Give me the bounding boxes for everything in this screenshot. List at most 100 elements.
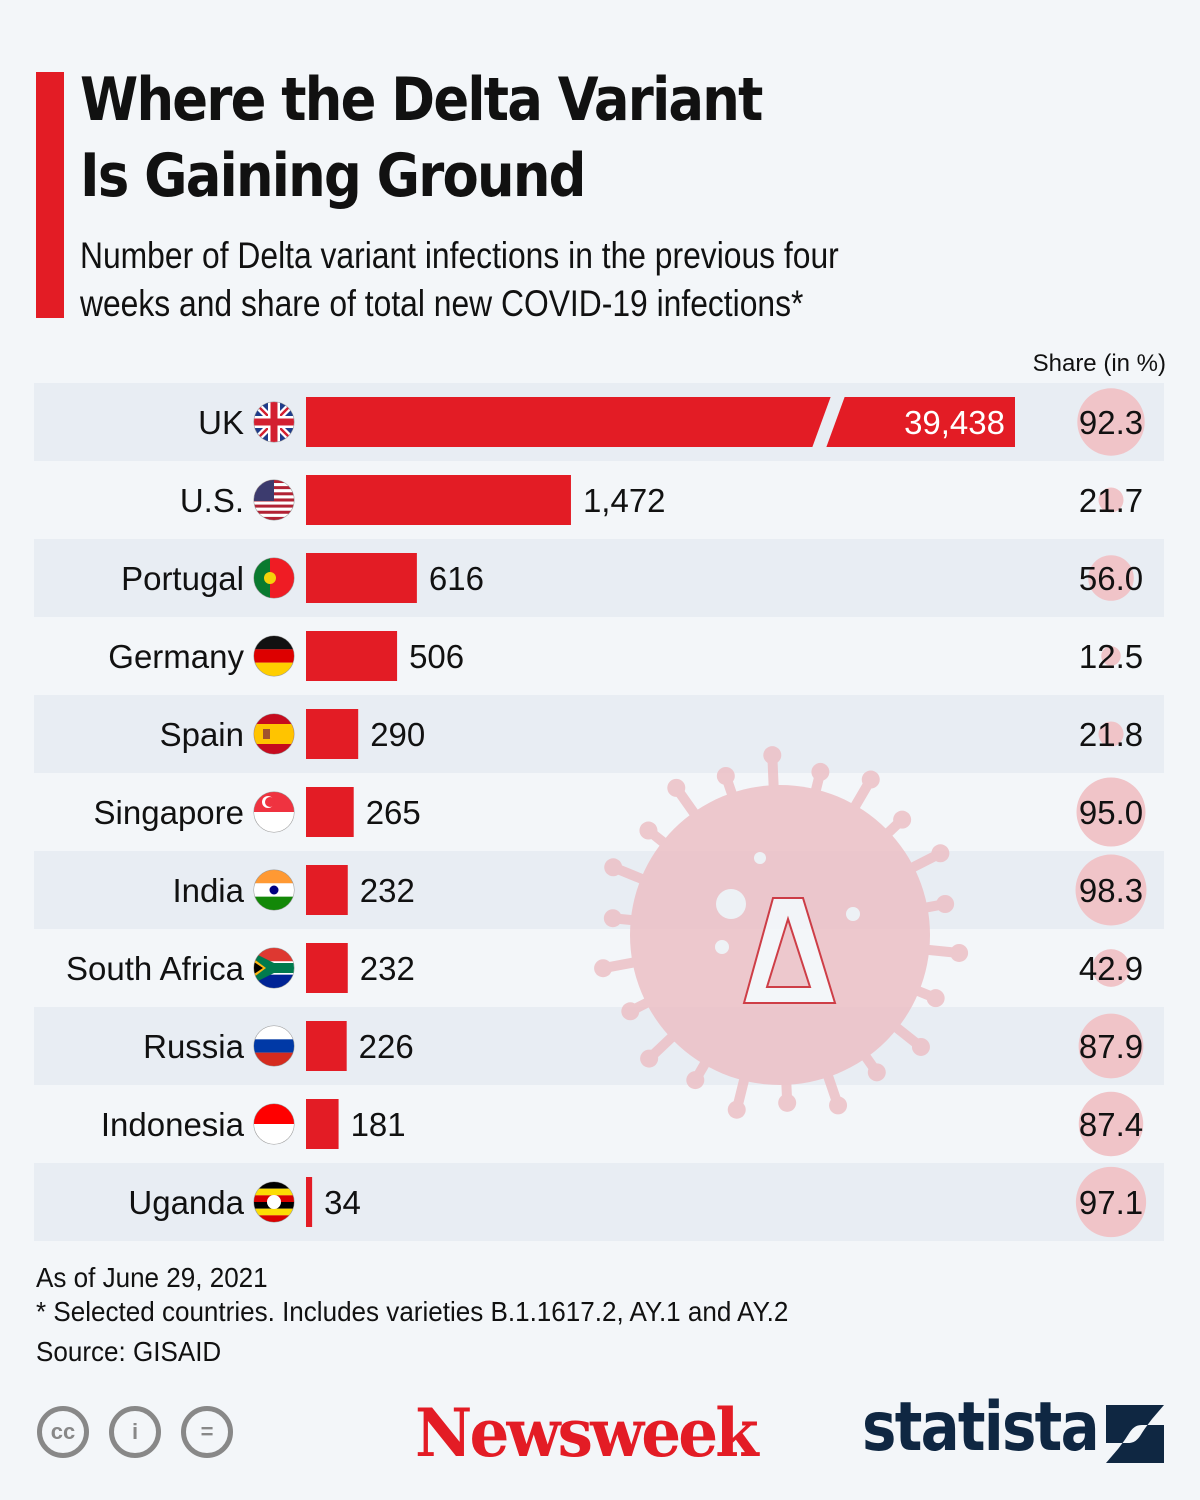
virus-spike-tip [594, 959, 613, 978]
virus-spike-tip [604, 858, 623, 877]
row-background [34, 851, 1164, 929]
cc-by-icon[interactable]: i [109, 1406, 161, 1458]
virus-spike-tip [667, 778, 686, 797]
share-bubble [1075, 854, 1147, 926]
category-label: UK [198, 404, 244, 441]
spain-flag-icon [253, 713, 295, 755]
flag-stripe [254, 1026, 294, 1040]
bar [306, 631, 398, 681]
flag-stripe [254, 1052, 294, 1066]
chart-row: Indonesia 181 87.4 [101, 1091, 1144, 1157]
germany-flag-icon [253, 635, 295, 677]
virus-spike-tip [639, 821, 658, 840]
share-label: 98.3 [1079, 872, 1143, 909]
chart-row: Germany 506 12.5 [108, 631, 1143, 681]
share-label: 97.1 [1079, 1184, 1143, 1221]
share-bubble [1077, 388, 1145, 456]
statista-mark-icon [1106, 1405, 1164, 1463]
chart-row: Russia 226 87.9 [143, 1013, 1144, 1079]
value-label: 265 [366, 794, 421, 831]
flag-stripe [254, 501, 294, 505]
flag-body [254, 1182, 294, 1222]
virus-spike-tip [763, 746, 782, 765]
virus-spike-tip [686, 1071, 705, 1090]
value-label: 232 [360, 950, 415, 987]
virus-spike-tip [926, 989, 945, 1008]
page-title: Where the Delta Variant Is Gaining Groun… [80, 62, 763, 214]
page-subtitle: Number of Delta variant infections in th… [80, 232, 839, 328]
share-label: 87.4 [1079, 1106, 1143, 1143]
chart-row: South Africa 232 42.9 [66, 943, 1143, 993]
virus-spike-tip [936, 894, 955, 913]
subtitle-line-1: Number of Delta variant infections in th… [80, 235, 839, 276]
flag-stripe [254, 1039, 294, 1053]
uganda-flag-icon [253, 1181, 295, 1223]
flag-body [254, 480, 294, 520]
flag-body [254, 558, 294, 598]
virus-dot [716, 889, 746, 919]
category-label: Russia [143, 1028, 245, 1065]
virus-spike-tip [931, 844, 950, 863]
footer-date: As of June 29, 2021 [36, 1262, 268, 1293]
portugal-flag-icon [253, 557, 295, 599]
virus-spike-tip [950, 943, 969, 962]
flag-triangle [254, 962, 263, 974]
title-line-2: Is Gaining Ground [80, 141, 586, 211]
chart-row: Singapore 265 95.0 [94, 777, 1146, 847]
share-label: 87.9 [1079, 1028, 1143, 1065]
value-label: 616 [429, 560, 484, 597]
flag-stripe [254, 558, 270, 598]
newsweek-logo[interactable]: Newsweek [415, 1394, 759, 1472]
bar [306, 553, 417, 603]
share-label: 21.8 [1079, 716, 1143, 753]
virus-spike-tip [621, 1002, 640, 1021]
virus-spike-tip [867, 1063, 886, 1082]
share-bubble [1075, 1166, 1147, 1238]
indonesia-flag-icon [253, 1103, 295, 1145]
flag-body [254, 948, 294, 988]
chart-row: UK 39,438 92.3 [198, 388, 1145, 456]
virus-dot [846, 907, 860, 921]
flag-stripe [254, 510, 294, 514]
flag-body [254, 714, 294, 754]
cc-nd-icon[interactable]: = [181, 1406, 233, 1458]
cc-license-icon[interactable]: cc [37, 1406, 89, 1458]
flag-stripe [254, 513, 294, 517]
footer-note: * Selected countries. Includes varieties… [36, 1296, 789, 1327]
statista-logo[interactable]: statista [862, 1388, 1100, 1467]
chart-row: India 232 98.3 [172, 854, 1147, 926]
virus-spike-tip [861, 770, 880, 789]
flag-stripe [254, 516, 294, 520]
virus-delta-icon [594, 746, 969, 1119]
value-label: 39,438 [904, 404, 1005, 441]
flag-body [254, 402, 294, 442]
value-label: 232 [360, 872, 415, 909]
flag-chakra [269, 885, 279, 895]
flag-stripe [254, 1215, 294, 1222]
row-background [34, 539, 1164, 617]
virus-spike-tip [829, 1096, 848, 1115]
share-bubble [1078, 1013, 1144, 1079]
category-label: India [172, 872, 244, 909]
chart-row: U.S. 1,472 21.7 [180, 475, 1143, 525]
share-label: 12.5 [1079, 638, 1143, 675]
bar [306, 1021, 347, 1071]
category-label: South Africa [66, 950, 245, 987]
share-bubble [1076, 777, 1146, 847]
virus-spike-tip [893, 810, 912, 829]
share-label: 92.3 [1079, 404, 1143, 441]
singapore-flag-icon [253, 791, 295, 833]
value-label: 181 [351, 1106, 406, 1143]
share-bubble [1078, 1091, 1144, 1157]
category-label: Uganda [128, 1184, 244, 1221]
flag-stripe [254, 1188, 294, 1196]
flag-stripe [254, 649, 294, 663]
category-label: Germany [108, 638, 244, 675]
axis-break-mark [812, 396, 845, 448]
category-label: Singapore [94, 794, 244, 831]
flag-stripe [254, 812, 294, 832]
value-label: 226 [359, 1028, 414, 1065]
row-background [34, 695, 1164, 773]
flag-body [254, 1104, 294, 1144]
